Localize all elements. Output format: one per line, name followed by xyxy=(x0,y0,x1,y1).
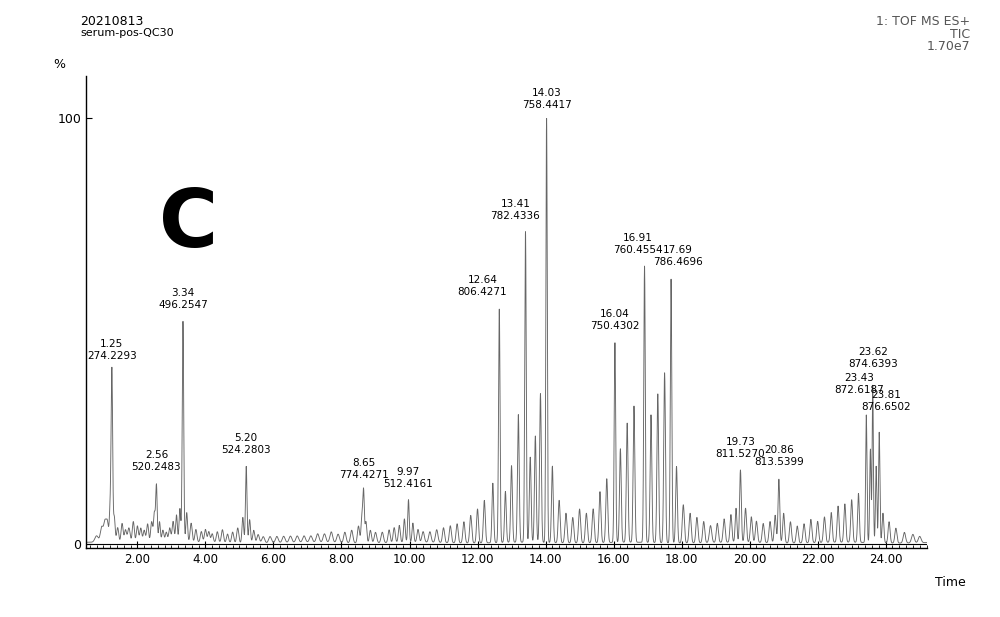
Text: 16.04
750.4302: 16.04 750.4302 xyxy=(590,309,640,331)
Text: 12.64
806.4271: 12.64 806.4271 xyxy=(457,275,507,297)
Text: 1.70e7: 1.70e7 xyxy=(926,40,970,53)
Text: serum-pos-QC30: serum-pos-QC30 xyxy=(80,28,174,38)
Text: 1.25
274.2293: 1.25 274.2293 xyxy=(87,339,137,361)
Text: 13.41
782.4336: 13.41 782.4336 xyxy=(490,199,540,221)
Text: 5.20
524.2803: 5.20 524.2803 xyxy=(221,433,271,455)
Text: 20.86
813.5399: 20.86 813.5399 xyxy=(754,445,804,467)
Text: 23.43
872.6187: 23.43 872.6187 xyxy=(835,373,884,395)
Text: 8.65
774.4271: 8.65 774.4271 xyxy=(339,458,388,480)
Text: 16.91
760.4554: 16.91 760.4554 xyxy=(613,233,663,255)
Text: 2.56
520.2483: 2.56 520.2483 xyxy=(132,450,181,471)
Text: 17.69
786.4696: 17.69 786.4696 xyxy=(653,246,703,267)
Text: TIC: TIC xyxy=(950,28,970,41)
Text: 3.34
496.2547: 3.34 496.2547 xyxy=(158,288,208,310)
Text: C: C xyxy=(159,186,218,264)
Text: 23.81
876.6502: 23.81 876.6502 xyxy=(861,390,911,412)
Text: %: % xyxy=(53,58,65,71)
Text: 23.62
874.6393: 23.62 874.6393 xyxy=(848,347,898,370)
Text: 1: TOF MS ES+: 1: TOF MS ES+ xyxy=(876,15,970,28)
Text: 20210813: 20210813 xyxy=(80,15,143,28)
Text: 14.03
758.4417: 14.03 758.4417 xyxy=(522,88,571,110)
Text: 19.73
811.5270: 19.73 811.5270 xyxy=(716,437,765,459)
Text: 9.97
512.4161: 9.97 512.4161 xyxy=(384,466,433,489)
Text: Time: Time xyxy=(935,576,966,589)
